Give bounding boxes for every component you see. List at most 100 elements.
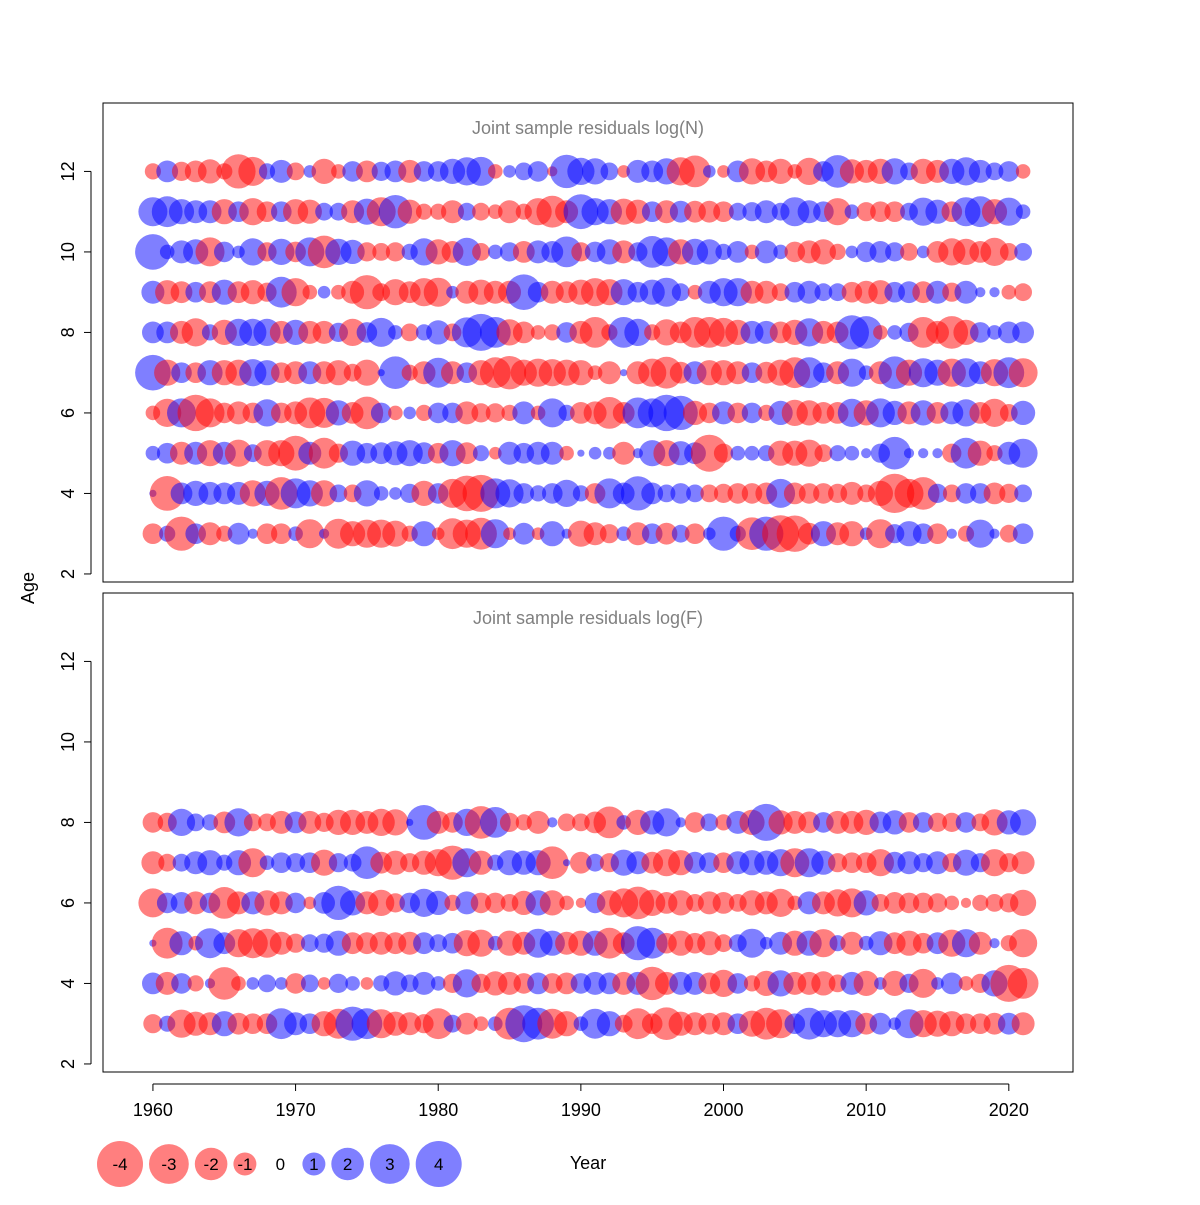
legend-label: 4 (434, 1155, 443, 1174)
residual-bubble (983, 482, 1006, 505)
residual-bubble (383, 850, 408, 875)
legend-label: -4 (112, 1155, 127, 1174)
residual-bubble (679, 155, 711, 188)
legend-item: -2 (194, 1147, 228, 1181)
residual-bubble (686, 484, 704, 503)
residual-bubble (960, 897, 972, 909)
residual-bubble (256, 201, 278, 222)
residual-bubble (530, 325, 546, 340)
residual-bubble (599, 524, 620, 544)
residual-bubble (514, 162, 533, 181)
residual-bubble (878, 436, 911, 470)
x-tick-label: 1960 (133, 1100, 173, 1120)
residual-bubble (730, 445, 746, 461)
residual-bubble (999, 243, 1018, 261)
residual-bubble (912, 892, 934, 914)
residual-bubble (980, 237, 1009, 266)
residual-bubble (382, 809, 409, 836)
residual-bubble (568, 360, 594, 386)
bubble-size-legend: -4 -3 -2 -1 0 1 2 3 4 (97, 1141, 462, 1187)
residual-bubble (349, 275, 384, 310)
residual-bubble (388, 405, 403, 421)
residual-bubble (813, 483, 834, 504)
residual-bubble (1011, 851, 1035, 875)
residual-bubble (620, 369, 628, 377)
residual-bubble (527, 161, 549, 182)
residual-bubble (593, 806, 626, 839)
residual-bubble (503, 165, 516, 178)
residual-bubble (227, 1012, 250, 1035)
residual-bubble (980, 398, 1009, 427)
residual-bubble (300, 974, 319, 993)
residual-bubble (227, 401, 250, 425)
residual-bubble (555, 972, 578, 995)
residual-bubble (357, 242, 377, 262)
y-tick-label: 4 (58, 488, 78, 498)
residual-bubble (356, 160, 378, 183)
y-tick-label: 2 (58, 1059, 78, 1069)
residual-bubble (967, 440, 993, 466)
residual-bubble (970, 322, 991, 343)
residual-bubble (539, 521, 565, 547)
residual-bubble (415, 404, 433, 421)
residual-bubble (881, 158, 908, 185)
residual-bubble (498, 441, 521, 465)
residual-bubble (873, 325, 888, 340)
residual-bubble (612, 441, 636, 465)
residual-bubble (455, 401, 479, 425)
residual-bubble (1015, 204, 1031, 219)
residual-bubble (537, 398, 567, 428)
residual-bubble (426, 890, 451, 916)
residual-bubble (238, 848, 268, 878)
residual-bubble (470, 892, 492, 914)
residual-bubble (388, 325, 403, 340)
legend-item: 4 (415, 1141, 462, 1187)
residual-bubble (430, 976, 446, 991)
residual-bubble (972, 894, 989, 912)
residual-bubble (311, 158, 337, 184)
panel-frames: Joint sample residuals log(N) Joint sampl… (102, 102, 1074, 1073)
residual-bubble (303, 896, 317, 910)
residual-bubble (413, 442, 435, 465)
legend-label: -2 (204, 1155, 219, 1174)
residual-bubble (224, 808, 253, 837)
panel-title: Joint sample residuals log(N) (472, 118, 704, 138)
residual-bubble (824, 198, 852, 226)
y-tick-label: 6 (58, 408, 78, 418)
legend-bubble (302, 1152, 326, 1176)
residual-bubble (479, 807, 511, 838)
residual-bubble (286, 853, 306, 873)
residual-bubble (717, 165, 730, 178)
residual-bubble (690, 434, 728, 472)
residual-bubble (985, 162, 1004, 181)
residual-bubble (655, 522, 678, 545)
residual-bubble (927, 893, 948, 913)
y-tick-label: 12 (58, 161, 78, 181)
residual-bubble (684, 812, 706, 833)
panel-title: Joint sample residuals log(F) (473, 608, 703, 628)
residual-bubble (798, 811, 820, 834)
residual-bubble (944, 895, 960, 911)
residual-bubble (1014, 243, 1032, 261)
y-tick-label: 6 (58, 898, 78, 908)
residual-bubble (557, 813, 576, 832)
residual-bubble (563, 859, 571, 867)
residual-bubble (141, 851, 165, 875)
residual-bubble (271, 523, 292, 544)
residual-bubble (145, 445, 161, 461)
legend-item: -4 (97, 1141, 143, 1187)
residual-bubble (413, 161, 435, 182)
residual-bubble (246, 977, 260, 990)
residual-bubble (457, 202, 476, 221)
residual-bubble (186, 813, 205, 832)
legend-bubble (369, 1144, 410, 1184)
residual-bubble (472, 445, 490, 462)
residual-bubble (551, 236, 582, 268)
residual-bubble (328, 973, 348, 994)
residual-bubble (169, 931, 194, 956)
residual-bubble (1010, 889, 1037, 917)
residual-bubble (311, 480, 338, 507)
residual-bubble (652, 808, 681, 837)
residual-bubble (389, 487, 402, 500)
